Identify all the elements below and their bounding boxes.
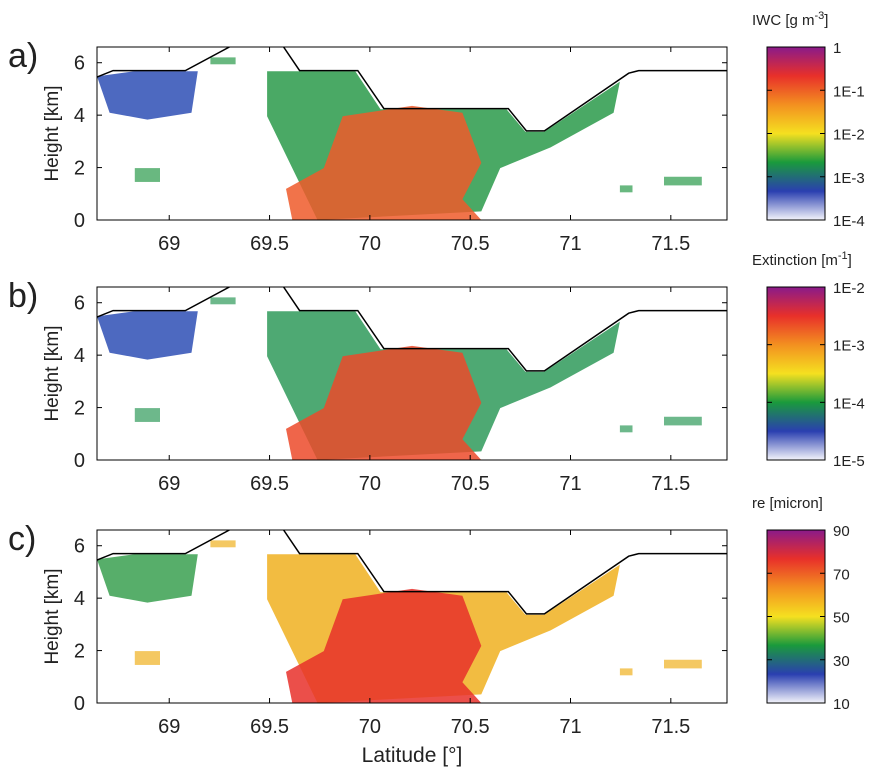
colorbar-tick-label: 90 (833, 523, 850, 540)
x-tick-label: 70 (359, 473, 381, 495)
y-tick-label: 6 (74, 536, 85, 558)
axes-frame (96, 529, 728, 704)
x-axis-label: Latitude [°] (362, 744, 463, 767)
x-tick-label: 69 (158, 716, 180, 738)
x-tick-label: 71.5 (651, 473, 690, 495)
y-tick-label: 2 (74, 641, 85, 663)
colorbar-label: Extinction [m-1] (752, 250, 852, 269)
colorbar-label-end: ] (848, 252, 852, 269)
axes-frame (96, 46, 728, 221)
colorbar-label-text: re [micron] (752, 495, 823, 512)
colorbar-tick-label: 50 (833, 610, 850, 627)
curtain-field (97, 57, 702, 220)
y-axis-label: Height [km] (42, 325, 63, 421)
y-tick-label: 4 (74, 345, 85, 367)
x-tick-label: 70 (359, 716, 381, 738)
panel-label: b) (8, 277, 38, 315)
cloud-region (97, 71, 198, 120)
y-axis-label: Height [km] (42, 85, 63, 181)
y-tick-label: 0 (74, 210, 85, 232)
x-tick-label: 71.5 (651, 233, 690, 255)
cloud-patch (134, 651, 160, 665)
cloud-region (286, 588, 482, 703)
colorbar-label-text: Extinction [m (752, 252, 838, 269)
panel: 69 69.5 70 70.5 71 71.5 0 2 4 6 Height [km]b) 1E-2 1… (8, 250, 865, 495)
colorbar (766, 46, 826, 221)
colorbar-label-end: ] (824, 12, 828, 29)
boundary-line (97, 530, 727, 615)
x-tick-label: 71.5 (651, 716, 690, 738)
y-tick-label: 2 (74, 158, 85, 180)
cloud-region (286, 345, 482, 460)
x-tick-label: 71 (559, 716, 581, 738)
y-tick-label: 0 (74, 450, 85, 472)
y-axis-label: Height [km] (42, 568, 63, 664)
y-tick-label: 4 (74, 105, 85, 127)
cloud-patch (134, 168, 160, 182)
colorbar-label: IWC [g m-3] (752, 10, 828, 29)
y-tick-label: 2 (74, 398, 85, 420)
colorbar-tick-label: 10 (833, 696, 850, 713)
cloud-region (97, 554, 198, 603)
cloud-region (97, 311, 198, 360)
colorbar-tick-label: 1E-3 (833, 338, 865, 355)
cloud-patch (619, 425, 633, 433)
cloud-region (286, 105, 482, 220)
colorbar-tick-label: 1E-5 (833, 453, 865, 470)
colorbar-tick-label: 70 (833, 566, 850, 583)
colorbar (766, 286, 826, 461)
cloud-patch (664, 416, 702, 426)
x-tick-label: 71 (559, 473, 581, 495)
x-tick-label: 70.5 (451, 716, 490, 738)
x-tick-label: 69.5 (250, 233, 289, 255)
x-tick-label: 70.5 (451, 473, 490, 495)
x-tick-label: 69 (158, 473, 180, 495)
colorbar-tick-label: 30 (833, 653, 850, 670)
boundary-line (97, 287, 727, 372)
colorbar-tick-label: 1 (833, 40, 841, 57)
colorbar-tick-label: 1E-2 (833, 127, 865, 144)
panel-label: a) (8, 37, 38, 75)
x-tick-label: 70 (359, 233, 381, 255)
colorbar-tick-label: 1E-4 (833, 395, 865, 412)
panel-label: c) (8, 520, 36, 558)
panel: 69 69.5 70 70.5 71 71.5 0 2 4 6 Height [km] c) Latit… (8, 495, 850, 767)
axes-frame (96, 286, 728, 461)
curtain-field (97, 540, 702, 703)
cloud-patch (134, 408, 160, 422)
colorbar-tick-label: 1E-3 (833, 170, 865, 187)
y-tick-label: 4 (74, 588, 85, 610)
cloud-patch (210, 297, 236, 305)
colorbar-tick-label: 1E-1 (833, 83, 865, 100)
boundary-line (97, 47, 727, 132)
colorbar-label-sup: -3 (815, 10, 825, 22)
cloud-patch (664, 659, 702, 669)
colorbar-tick-label: 1E-4 (833, 213, 865, 230)
cloud-patch (619, 668, 633, 676)
x-tick-label: 70.5 (451, 233, 490, 255)
x-tick-label: 69.5 (250, 716, 289, 738)
colorbar-tick-label: 1E-2 (833, 280, 865, 297)
panel: 69 69.5 70 70.5 71 71.5 0 2 4 6 Height [km]a) 1 1E-1… (8, 10, 865, 255)
x-tick-label: 69 (158, 233, 180, 255)
x-tick-label: 71 (559, 233, 581, 255)
y-tick-label: 6 (74, 53, 85, 75)
colorbar (766, 529, 826, 704)
colorbar-label-sup: -1 (838, 250, 848, 262)
y-tick-label: 0 (74, 693, 85, 715)
cloud-patch (664, 176, 702, 186)
y-tick-label: 6 (74, 293, 85, 315)
cloud-patch (210, 57, 236, 65)
cloud-patch (619, 185, 633, 193)
x-tick-label: 69.5 (250, 473, 289, 495)
colorbar-label: re [micron] (752, 495, 823, 512)
colorbar-label-text: IWC [g m (752, 12, 815, 29)
cloud-patch (210, 540, 236, 548)
curtain-field (97, 297, 702, 460)
